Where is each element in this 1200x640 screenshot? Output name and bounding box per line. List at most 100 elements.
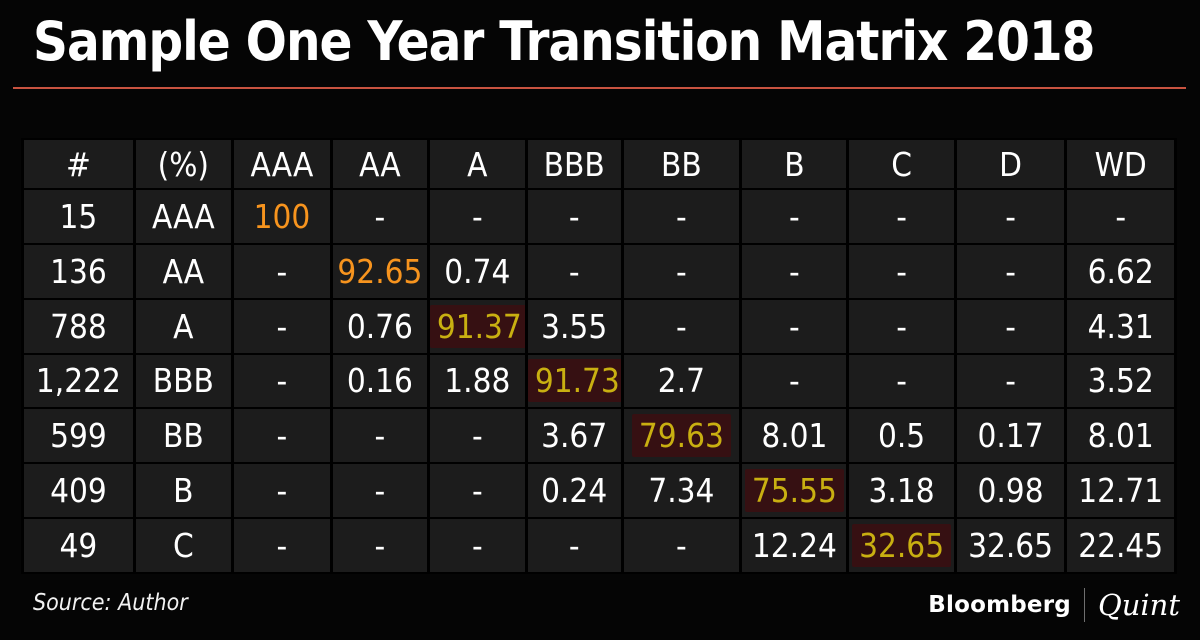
value-cell: 0.5 [846, 407, 957, 465]
header-cell-aaa: AAA [230, 138, 333, 190]
issuer-count-cell: 599 [21, 407, 136, 465]
header-cell-b: B [739, 138, 850, 190]
value-text: 8.01 [1087, 416, 1154, 456]
table-row-bb: 599 BB - - - 3.67 79.63 8.01 0.5 0.17 8.01 [21, 407, 1177, 465]
value-cell: - [620, 297, 743, 355]
rating-label-cell: AA [132, 242, 234, 300]
value-text: 75.55 [744, 469, 844, 513]
rating-label-cell: A [132, 297, 234, 355]
value-cell: - [329, 407, 430, 465]
value-cell: 7.34 [620, 462, 743, 520]
value-text: 3.52 [1087, 361, 1154, 401]
value-cell: 0.98 [953, 462, 1068, 520]
value-text: 12.24 [751, 526, 837, 566]
value-text: 0.17 [977, 416, 1044, 456]
issuer-count-cell: 409 [21, 462, 136, 520]
value-cell: 1.88 [426, 352, 528, 410]
value-cell: 8.01 [1064, 407, 1177, 465]
value-text: 92.65 [337, 251, 423, 291]
title-underline-rule [13, 87, 1186, 89]
value-cell: 3.52 [1064, 352, 1177, 410]
value-text: 0.16 [346, 361, 413, 401]
transition-matrix-table: # (%) AAA AA A BBB BB B C D WD 15 AAA 100- - - - - - - -136… [21, 138, 1177, 574]
value-cell: 0.16 [329, 352, 430, 410]
value-cell: - [1064, 188, 1177, 245]
value-cell: - [426, 462, 528, 520]
issuer-count-cell: 15 [21, 188, 136, 245]
value-cell: - [524, 517, 624, 574]
value-text: 0.24 [541, 471, 608, 511]
value-text: 32.65 [852, 524, 952, 568]
value-cell-highlight-diagonal: 91.73 [524, 352, 624, 410]
value-cell-highlight-orange: 92.65 [329, 242, 430, 300]
value-cell: - [739, 242, 850, 300]
value-cell: - [230, 242, 333, 300]
value-text: - [568, 196, 580, 236]
value-cell: - [426, 188, 528, 245]
value-text: - [789, 251, 800, 291]
value-text: 32.65 [968, 526, 1054, 566]
value-cell: - [953, 297, 1068, 355]
value-cell: - [230, 462, 333, 520]
value-cell-highlight-diagonal: 79.63 [620, 407, 743, 465]
value-text: 79.63 [631, 414, 731, 458]
value-text: - [896, 196, 907, 236]
value-cell: - [620, 188, 743, 245]
value-text: - [471, 526, 483, 566]
value-cell: - [230, 352, 333, 410]
value-text: - [276, 361, 288, 401]
value-text: 0.98 [977, 471, 1044, 511]
value-text: 3.55 [541, 306, 608, 346]
value-cell: - [620, 517, 743, 574]
value-cell: - [620, 242, 743, 300]
header-cell-: (%) [132, 138, 234, 190]
value-text: - [1005, 196, 1016, 236]
rating-label-cell: BBB [132, 352, 234, 410]
value-cell: - [846, 297, 957, 355]
quint-logo: Quint [1097, 588, 1180, 622]
value-cell: 0.24 [524, 462, 624, 520]
value-cell: 4.31 [1064, 297, 1177, 355]
issuer-count-cell: 136 [21, 242, 136, 300]
value-text: - [1005, 361, 1016, 401]
value-text: - [568, 251, 580, 291]
value-text: - [374, 526, 386, 566]
issuer-count-cell: 788 [21, 297, 136, 355]
header-cell-d: D [953, 138, 1068, 190]
value-text: - [896, 361, 907, 401]
value-text: 8.01 [761, 416, 828, 456]
value-cell-highlight-orange: 100 [230, 188, 333, 245]
value-text: - [1115, 196, 1127, 236]
value-cell: - [846, 352, 957, 410]
value-cell: - [846, 188, 957, 245]
header-cell-bb: BB [620, 138, 743, 190]
value-cell: - [329, 517, 430, 574]
value-text: 12.71 [1078, 471, 1164, 511]
value-text: 6.62 [1087, 251, 1154, 291]
value-text: - [676, 306, 687, 346]
value-text: 3.18 [868, 471, 935, 511]
value-text: 2.7 [657, 361, 705, 401]
issuer-count-cell: 1,222 [21, 352, 136, 410]
value-text: - [374, 416, 386, 456]
rating-label-cell: AAA [132, 188, 234, 245]
value-cell-highlight-diagonal: 91.37 [426, 297, 528, 355]
value-cell: 3.55 [524, 297, 624, 355]
value-text: 91.73 [529, 359, 620, 403]
header-cell-a: A [426, 138, 528, 190]
value-text: - [676, 196, 687, 236]
value-text: - [1005, 306, 1016, 346]
page-title: Sample One Year Transition Matrix 2018 [33, 10, 1096, 73]
value-text: - [276, 251, 288, 291]
publisher-logo: Bloomberg Quint [928, 588, 1180, 622]
value-text: 3.67 [541, 416, 608, 456]
value-cell: 2.7 [620, 352, 743, 410]
value-text: - [896, 306, 907, 346]
value-text: 0.5 [877, 416, 926, 456]
bloomberg-logo: Bloomberg [928, 592, 1071, 618]
value-text: - [471, 471, 483, 511]
header-cell-wd: WD [1064, 138, 1177, 190]
value-text: - [471, 196, 483, 236]
value-cell: - [329, 188, 430, 245]
